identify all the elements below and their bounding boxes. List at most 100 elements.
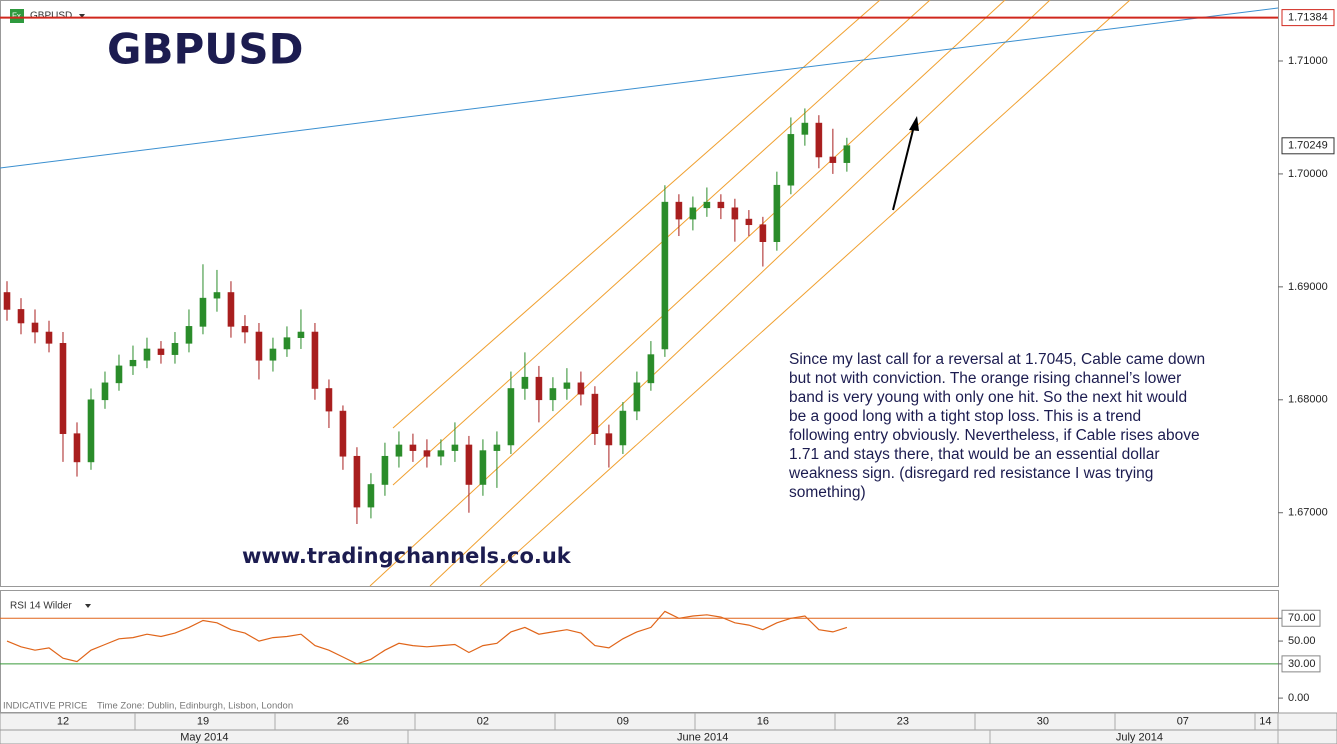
candle-body xyxy=(717,201,725,209)
candle-body xyxy=(17,309,25,324)
candle-body xyxy=(759,224,767,242)
dropdown-icon[interactable] xyxy=(85,604,91,608)
candle-body xyxy=(3,292,11,310)
level-tag xyxy=(1281,609,1321,627)
y-tick-label: 30.00 xyxy=(1288,658,1316,670)
x-tick-label: 30 xyxy=(1037,715,1049,727)
candle-body xyxy=(647,354,655,384)
candle-body xyxy=(535,376,543,401)
candle-body xyxy=(493,444,501,451)
candle-body xyxy=(619,410,627,446)
annotation-line: weakness sign. (disregard red resistance… xyxy=(788,465,1153,482)
candle-body xyxy=(73,433,81,463)
price-tag-label: 1.71384 xyxy=(1288,12,1328,24)
candle-body xyxy=(633,382,641,412)
y-tick-label: 1.70000 xyxy=(1288,168,1328,180)
candle-body xyxy=(353,455,361,508)
x-tick-label: 19 xyxy=(197,715,209,727)
candles xyxy=(3,108,851,525)
candle-body xyxy=(465,444,473,485)
candle-body xyxy=(241,326,249,333)
x-tick-label: 07 xyxy=(1177,715,1189,727)
candle-body xyxy=(689,207,697,220)
x-tick-label: 12 xyxy=(57,715,69,727)
candle-body xyxy=(157,348,165,355)
candle-body xyxy=(283,337,291,350)
month-label: July 2014 xyxy=(1116,731,1163,743)
arrow xyxy=(892,116,919,211)
annotation-line: something) xyxy=(789,484,866,501)
annotation-line: but not with conviction. The orange risi… xyxy=(789,370,1181,387)
rsi-panel xyxy=(0,590,1279,713)
month-label: May 2014 xyxy=(180,731,228,743)
candle-body xyxy=(227,292,235,327)
y-tick-label: 1.67000 xyxy=(1288,507,1328,519)
candle-body xyxy=(773,184,781,242)
candle-body xyxy=(171,343,179,355)
price-tag-label: 1.70249 xyxy=(1288,140,1328,152)
footer-timezone: Time Zone: Dublin, Edinburgh, Lisbon, Lo… xyxy=(97,701,293,712)
candle-body xyxy=(325,388,333,412)
candle-body xyxy=(311,331,319,389)
candle-body xyxy=(367,484,375,508)
candle-body xyxy=(423,450,431,457)
month-axis xyxy=(0,729,1337,744)
candle-body xyxy=(199,297,207,327)
trend-line xyxy=(0,7,1279,169)
candle-body xyxy=(269,348,277,361)
date-separators xyxy=(134,713,1279,744)
candle-body xyxy=(255,331,263,361)
month-label: June 2014 xyxy=(677,731,728,743)
candle-body xyxy=(381,455,389,485)
candle-body xyxy=(605,433,613,446)
x-tick-label: 23 xyxy=(897,715,909,727)
y-tick-label: 70.00 xyxy=(1288,612,1316,624)
candle-body xyxy=(563,382,571,389)
x-tick-label: 26 xyxy=(337,715,349,727)
y-tick-label: 1.69000 xyxy=(1288,281,1328,293)
price-panel xyxy=(0,0,1279,587)
candle-body xyxy=(451,444,459,451)
candle-body xyxy=(185,326,193,344)
candle-body xyxy=(213,292,221,299)
symbol[interactable]: GBPUSD xyxy=(30,11,72,22)
candle-body xyxy=(843,145,851,163)
candle-body xyxy=(339,410,347,457)
annotation-line: Since my last call for a reversal at 1.7… xyxy=(789,351,1205,368)
rsi-title[interactable]: RSI 14 Wilder xyxy=(10,601,72,612)
candle-body xyxy=(745,218,753,226)
candle-body xyxy=(143,348,151,361)
candle-body xyxy=(591,393,599,434)
candle-body xyxy=(507,388,515,446)
channel-lines xyxy=(369,0,1131,587)
candle-body xyxy=(815,122,823,158)
candle-body xyxy=(115,365,123,384)
candle-body xyxy=(703,201,711,209)
fx-icon-text: Fx xyxy=(12,12,21,21)
dropdown-icon[interactable] xyxy=(79,14,85,18)
candle-body xyxy=(31,322,39,333)
annotation-line: be a good long with a tight stop loss. T… xyxy=(789,408,1141,425)
annotation-line: band is very young with only one hit. So… xyxy=(789,389,1187,406)
candle-body xyxy=(479,450,487,485)
candle-body xyxy=(675,201,683,220)
footer-source: INDICATIVE PRICE xyxy=(3,701,87,712)
watermark: www.tradingchannels.co.uk xyxy=(242,544,572,568)
candle-body xyxy=(129,359,137,367)
candle-body xyxy=(549,388,557,401)
x-tick-label: 16 xyxy=(757,715,769,727)
price-tag xyxy=(1281,137,1335,155)
candle-body xyxy=(577,382,585,395)
y-tick-label: 1.68000 xyxy=(1288,394,1328,406)
candle-body xyxy=(87,399,95,463)
candle-body xyxy=(829,156,837,163)
candle-body xyxy=(801,122,809,135)
candle-body xyxy=(787,134,795,186)
y-tick-label: 1.71000 xyxy=(1288,55,1328,67)
y-tick-label: 0.00 xyxy=(1288,692,1309,704)
price-tag xyxy=(1281,9,1335,27)
candle-body xyxy=(409,444,417,451)
candle-body xyxy=(731,207,739,220)
